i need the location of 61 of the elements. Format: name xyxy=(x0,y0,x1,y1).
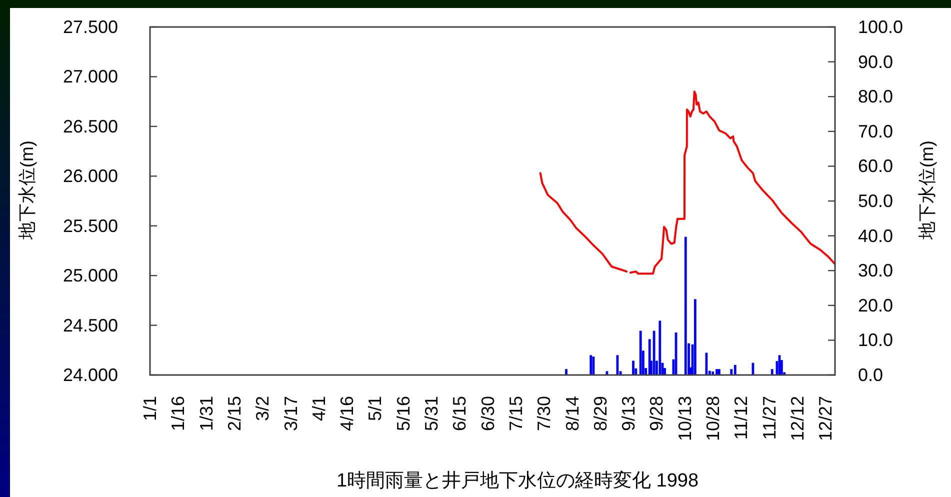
y-tick-label: 25.000 xyxy=(62,266,118,286)
x-tick-label: 8/14 xyxy=(562,396,582,432)
bar xyxy=(716,369,718,375)
y2-tick-label: 80.0 xyxy=(858,86,894,107)
bar xyxy=(734,364,736,375)
x-tick-label: 7/30 xyxy=(534,396,554,432)
bar xyxy=(639,330,642,375)
x-tick-label: 11/27 xyxy=(759,396,780,440)
bar xyxy=(590,355,592,375)
y2-tick-label: 60.0 xyxy=(858,156,894,176)
x-tick-label: 9/28 xyxy=(646,396,667,432)
x-tick-label: 10/28 xyxy=(703,396,724,442)
y2-tick-label: 10.0 xyxy=(858,330,894,350)
x-tick-label: 1/16 xyxy=(168,396,188,432)
y-tick-label: 24.000 xyxy=(62,365,118,385)
y2-tick-label: 20.0 xyxy=(858,295,894,316)
x-tick-label: 9/13 xyxy=(618,396,639,432)
x-tick-label: 3/17 xyxy=(280,396,301,432)
y2-axis-title: 地下水位(m) xyxy=(917,140,937,240)
bar xyxy=(684,236,687,375)
x-tick-label: 1/31 xyxy=(196,396,216,432)
bar xyxy=(718,369,720,375)
y2-tick-label: 40.0 xyxy=(858,226,894,246)
x-tick-label: 8/29 xyxy=(590,396,610,432)
bar xyxy=(565,369,568,375)
bar xyxy=(658,320,662,375)
x-tick-label: 4/16 xyxy=(337,396,358,432)
y-axis-title: 地下水位(m) xyxy=(17,140,37,240)
x-tick-label: 5/1 xyxy=(365,396,386,422)
x-tick-label: 7/15 xyxy=(506,396,526,432)
y2-tick-label: 50.0 xyxy=(858,191,894,211)
y2-tick-label: 90.0 xyxy=(858,52,894,72)
x-tick-label: 11/12 xyxy=(731,396,752,440)
x-tick-label: 12/12 xyxy=(787,396,808,442)
y-tick-label: 26.500 xyxy=(62,116,118,136)
y-tick-label: 27.500 xyxy=(62,17,118,37)
x-tick-label: 5/31 xyxy=(422,396,442,432)
text: 1時間雨量と井戸地下水位の経時変化 1998 xyxy=(336,470,699,492)
y2-tick-label: 30.0 xyxy=(858,260,894,281)
y2-tick-label: 70.0 xyxy=(858,121,894,142)
bar xyxy=(730,369,733,375)
x-tick-label: 6/15 xyxy=(450,396,470,432)
y-tick-label: 24.500 xyxy=(62,315,118,336)
x-tick-label: 12/27 xyxy=(816,396,836,442)
x-tick-label: 3/2 xyxy=(252,396,273,422)
x-tick-label: 5/16 xyxy=(393,396,414,432)
bar xyxy=(712,372,714,375)
bar xyxy=(632,360,634,375)
y-tick-label: 26.000 xyxy=(62,166,118,186)
y-tick-label: 25.500 xyxy=(62,216,118,236)
bar xyxy=(652,330,656,375)
x-tick-label: 1/1 xyxy=(140,396,160,422)
x-tick-label: 4/1 xyxy=(308,396,329,422)
y-tick-label: 27.000 xyxy=(62,66,118,87)
x-tick-label: 6/30 xyxy=(478,396,498,432)
y2-tick-label: 0.0 xyxy=(858,365,884,385)
x-tick-label: 2/15 xyxy=(224,396,244,432)
y2-tick-label: 100.0 xyxy=(858,17,904,37)
bar xyxy=(770,369,774,375)
x-tick-label: 10/13 xyxy=(674,396,695,442)
bar xyxy=(694,299,696,375)
